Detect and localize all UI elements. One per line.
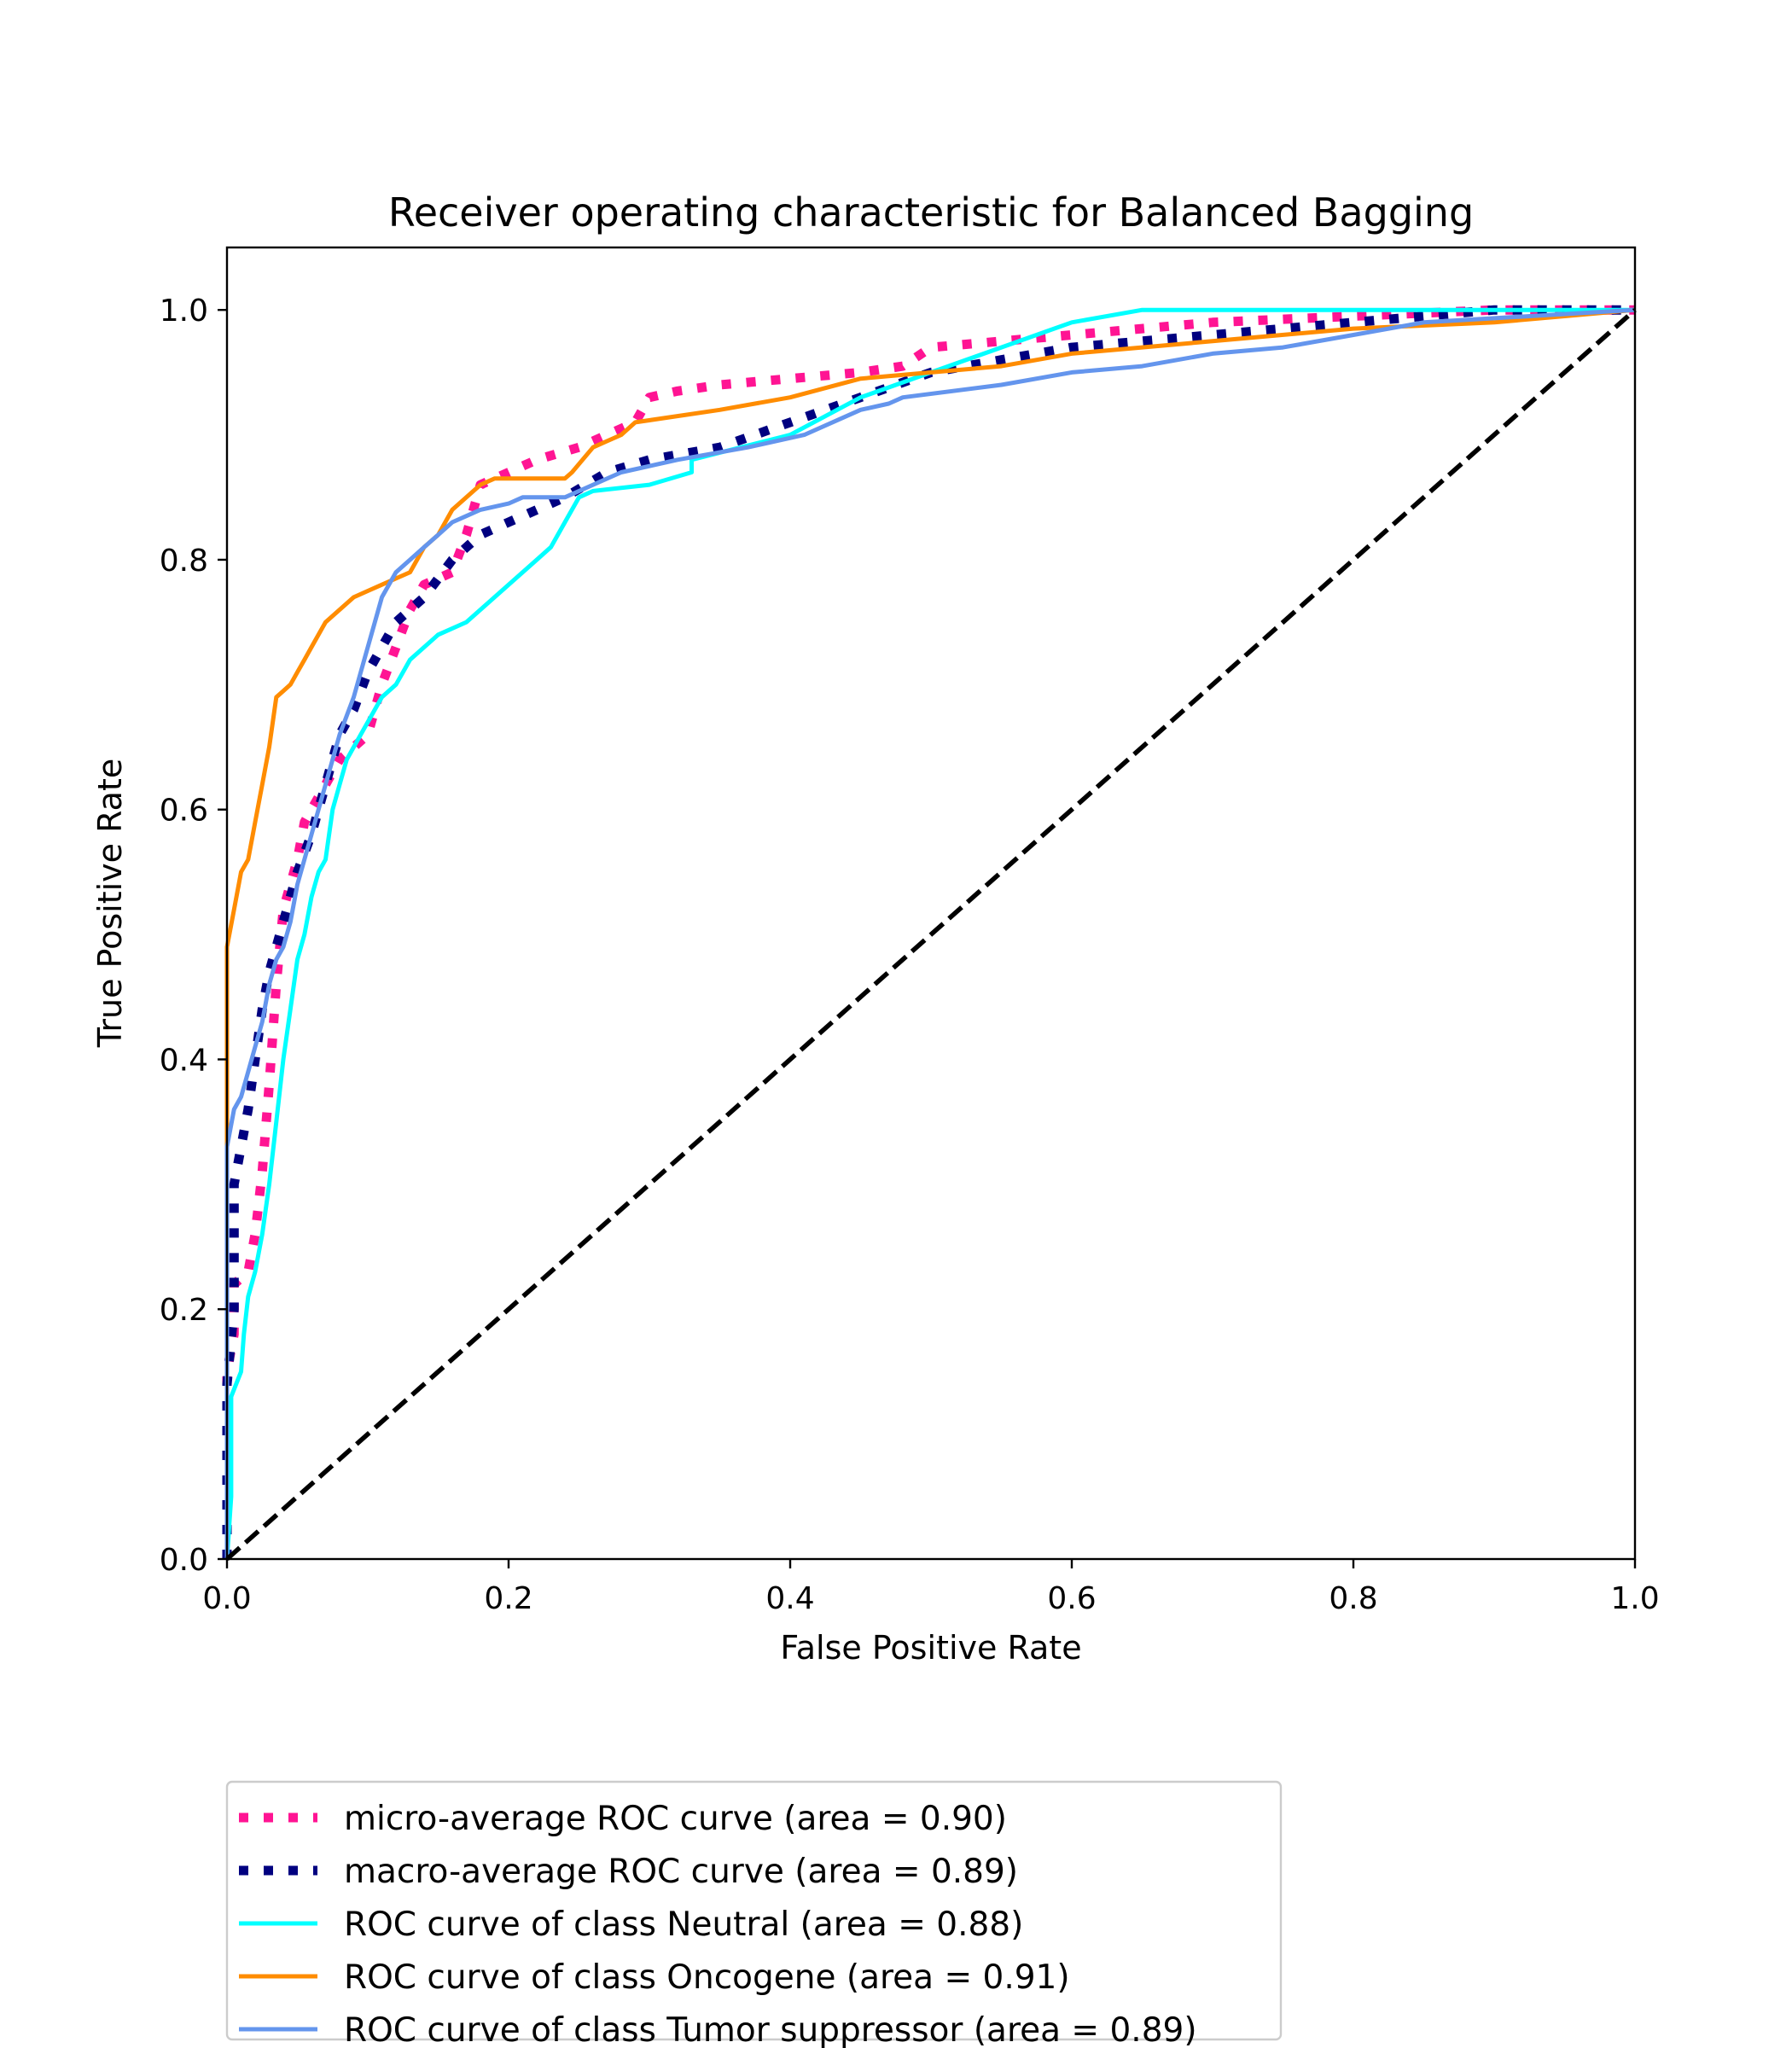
chance-diagonal-line (225, 308, 1637, 1562)
y-tick-label: 0.6 (160, 794, 208, 829)
series-micro-average-roc-curve-area-0-90 (222, 305, 1635, 1559)
legend-label: micro-average ROC curve (area = 0.90) (344, 1800, 1007, 1838)
y-axis-label: True Positive Rate (91, 759, 129, 1049)
legend-label: ROC curve of class Tumor suppressor (are… (344, 2011, 1197, 2048)
legend: micro-average ROC curve (area = 0.90) mac… (225, 1780, 1283, 2048)
x-tick-label: 1.0 (1610, 1581, 1659, 1616)
x-tick-label: 0.4 (765, 1581, 814, 1616)
legend-label: macro-average ROC curve (area = 0.89) (344, 1853, 1018, 1891)
x-tick-label: 0.2 (484, 1581, 532, 1616)
y-tick-label: 0.8 (160, 544, 208, 579)
y-tick-label: 1.0 (160, 294, 208, 329)
y-tick-label: 0.4 (160, 1043, 208, 1078)
y-tick-label: 0.0 (160, 1543, 208, 1578)
x-axis-label: False Positive Rate (780, 1629, 1081, 1667)
series-roc-curve-of-class-tumor-suppressor-area-0-89 (224, 307, 1636, 1559)
y-tick-label: 0.2 (160, 1293, 208, 1328)
chart-title: Receiver operating characteristic for Ba… (388, 189, 1474, 236)
x-axis: 0.0 0.2 0.4 0.6 0.8 1.0 (202, 1559, 1660, 1616)
x-tick-label: 0.8 (1329, 1581, 1377, 1616)
legend-label: ROC curve of class Neutral (area = 0.88) (344, 1905, 1023, 1944)
legend-label: ROC curve of class Oncogene (area = 0.91… (344, 1958, 1070, 1997)
x-tick-label: 0.6 (1047, 1581, 1096, 1616)
legend-box (225, 1780, 1283, 2041)
y-axis: 0.0 0.2 0.4 0.6 0.8 1.0 (160, 294, 227, 1578)
x-tick-label: 0.0 (202, 1581, 251, 1616)
plot-area (222, 305, 1637, 1562)
plot-frame (225, 246, 1637, 1561)
